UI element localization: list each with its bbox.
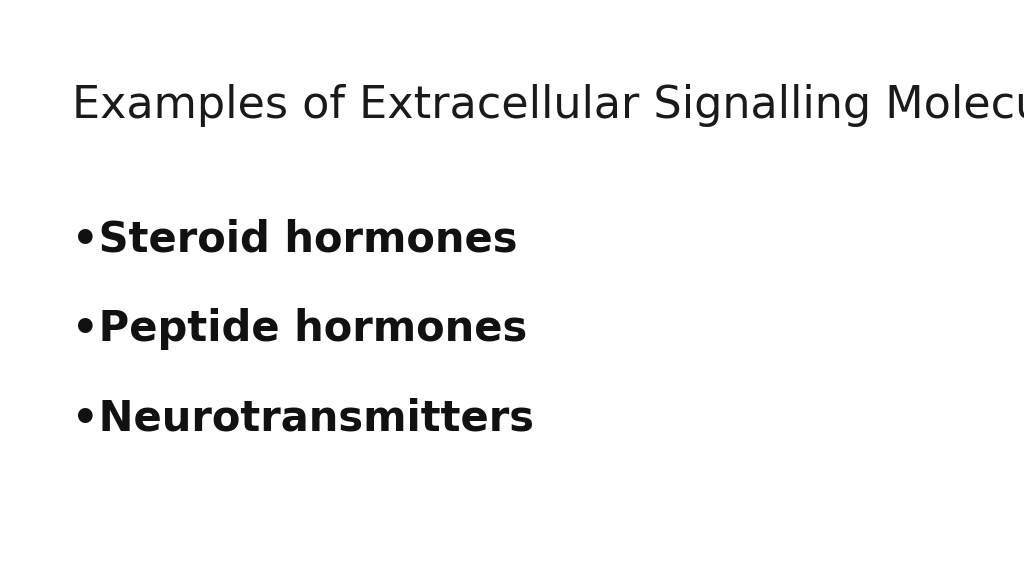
Text: •Peptide hormones: •Peptide hormones [72,308,527,350]
Text: Examples of Extracellular Signalling Molecules: Examples of Extracellular Signalling Mol… [72,84,1024,127]
Text: •Steroid hormones: •Steroid hormones [72,219,517,261]
Text: •Neurotransmitters: •Neurotransmitters [72,397,534,439]
